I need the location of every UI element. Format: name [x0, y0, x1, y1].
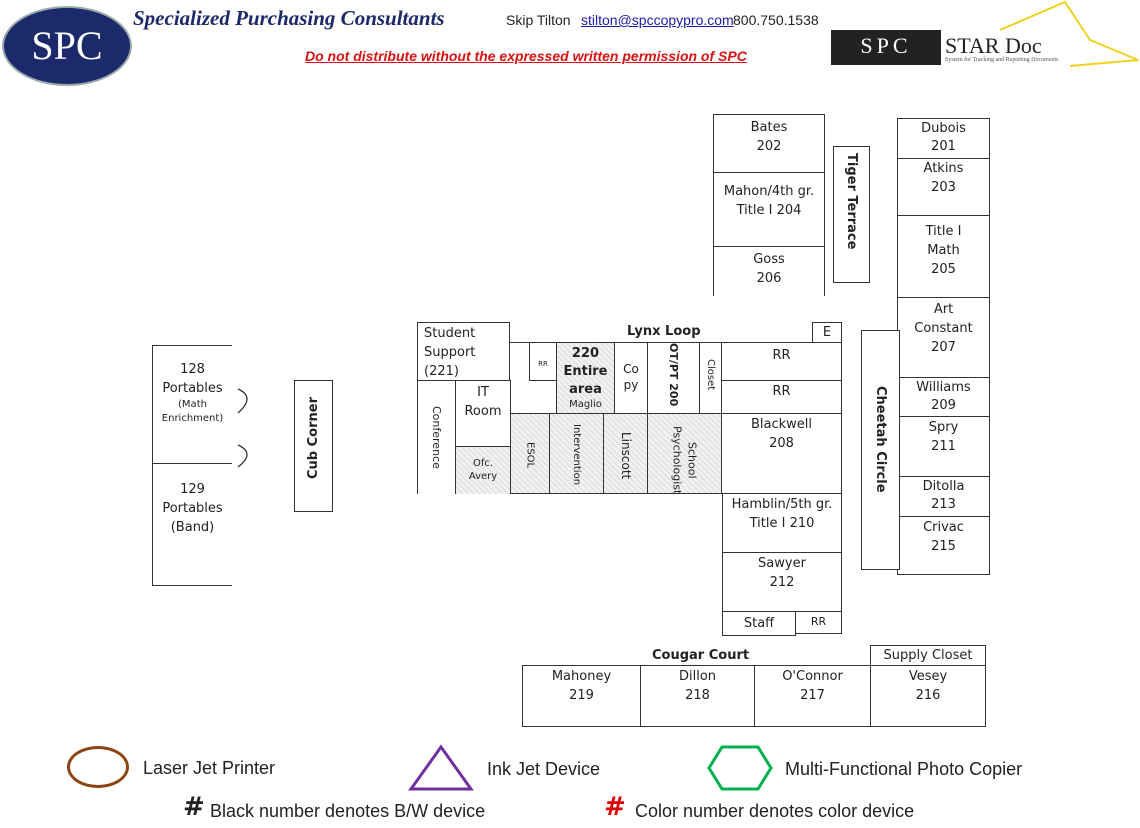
room-conference: Conference — [417, 380, 456, 494]
room-student-support: Student Support (221) — [417, 322, 510, 381]
room-art: Art Constant 207 — [897, 297, 990, 378]
legend-laser: Laser Jet Printer — [143, 758, 276, 778]
room-williams: Williams 209 — [897, 377, 990, 417]
room-it: IT Room — [455, 380, 511, 447]
legend-color: Color number denotes color device — [635, 801, 915, 821]
legend-bw: Black number denotes B/W device — [210, 801, 486, 821]
room-mahoney: Mahoney 219 — [522, 665, 641, 727]
room-220-label: 220 Entire area — [563, 346, 608, 397]
room-dubois: Dubois 201 — [897, 118, 990, 159]
cougar-court-label: Cougar Court — [652, 648, 750, 663]
room-hamblin: Hamblin/5th gr. Title I 210 — [722, 493, 842, 553]
room-blackwell: Blackwell 208 — [721, 413, 842, 494]
tiger-terrace: Tiger Terrace — [833, 146, 870, 283]
room-sawyer: Sawyer 212 — [722, 552, 842, 612]
contact-name: Skip Tilton — [506, 12, 571, 28]
room-title-math: Title I Math 205 — [897, 215, 990, 298]
room-copy: Co py — [614, 342, 648, 415]
legend-inkjet: Ink Jet Device — [487, 759, 601, 779]
room-school-psychologist: School Psychologist — [647, 413, 722, 494]
hash-color-icon: # — [604, 792, 626, 822]
room-e: E — [812, 322, 842, 343]
cheetah-circle: Cheetah Circle — [861, 330, 900, 570]
room-rr-2: RR — [721, 380, 842, 414]
laser-jet-icon — [67, 746, 129, 788]
portable-128: 128 Portables (Math Enrichment) — [152, 345, 232, 464]
room-staff: Staff — [722, 611, 796, 636]
ink-jet-icon — [408, 744, 474, 791]
room-rr-1: RR — [721, 342, 842, 381]
room-otpt: OT/PT 200 — [647, 342, 700, 415]
legend-mfp: Multi-Functional Photo Copier — [785, 759, 1023, 779]
hash-black-icon: # — [183, 792, 205, 822]
company-name: Specialized Purchasing Consultants — [133, 6, 445, 30]
door-arc-icon — [237, 388, 248, 468]
room-220-occupant: Maglio — [569, 399, 602, 410]
mfp-icon — [707, 745, 773, 791]
room-closet: Closet — [699, 342, 722, 415]
phone: 800.750.1538 — [733, 12, 819, 28]
lynx-loop-label: Lynx Loop — [627, 324, 701, 339]
room-rr-small: RR — [529, 342, 557, 381]
room-bates: Bates 202 — [713, 114, 825, 173]
room-ofc-avery: Ofc. Avery — [455, 446, 511, 494]
room-goss: Goss 206 — [713, 246, 825, 296]
portable-129: 129 Portables (Band) — [152, 463, 232, 586]
room-rr-3: RR — [795, 611, 842, 634]
room-linscott: Linscott — [603, 413, 648, 494]
star-icon — [999, 0, 1139, 67]
room-vesey: Vesey 216 — [870, 665, 986, 727]
email-link[interactable]: stilton@spccopypro.com — [581, 12, 734, 28]
room-220: 220 Entire area Maglio — [556, 342, 615, 415]
room-intervention: Intervention — [549, 413, 604, 494]
room-spry: Spry 211 — [897, 416, 990, 477]
spc-logo: SPC — [2, 6, 132, 86]
room-supply-closet: Supply Closet — [870, 645, 986, 666]
room-mahon: Mahon/4th gr. Title I 204 — [713, 172, 825, 247]
distribution-warning: Do not distribute without the expressed … — [305, 48, 747, 64]
portable-128-sub: (Math Enrichment) — [161, 399, 224, 424]
room-dillon: Dillon 218 — [640, 665, 755, 727]
star-doc-logo-left: SPC — [831, 30, 941, 65]
portable-128-label: 128 Portables — [162, 362, 223, 396]
cub-corner: Cub Corner — [294, 380, 333, 512]
room-atkins: Atkins 203 — [897, 158, 990, 216]
star-doc-tagline: System for Tracking and Reporting Docume… — [945, 57, 1059, 63]
star-doc-logo-right: STAR Doc — [945, 33, 1042, 58]
room-oconnor: O'Connor 217 — [754, 665, 871, 727]
room-esol: ESOL — [510, 413, 550, 494]
room-crivac: Crivac 215 — [897, 516, 990, 575]
room-ditolla: Ditolla 213 — [897, 476, 990, 517]
